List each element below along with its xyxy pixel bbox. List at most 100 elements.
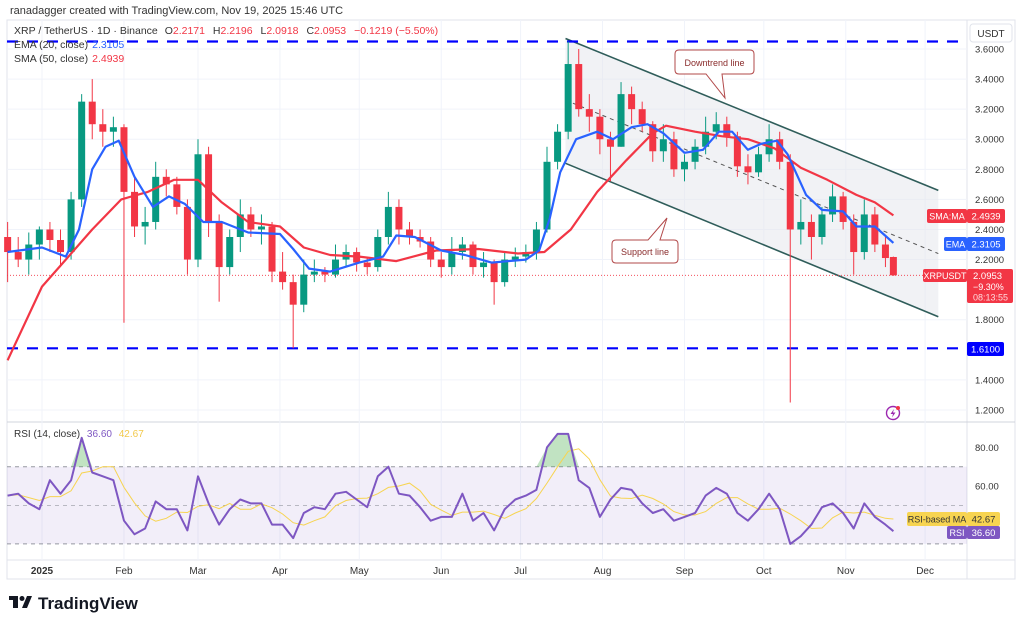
candle[interactable]	[680, 154, 688, 182]
candle-body	[596, 116, 604, 140]
candle[interactable]	[99, 109, 107, 147]
time-tick-label: Sep	[676, 566, 694, 577]
candle[interactable]	[57, 229, 65, 268]
candle-body	[67, 199, 75, 253]
candle-body	[14, 252, 22, 260]
candle-body	[723, 124, 731, 137]
candle[interactable]	[321, 267, 329, 283]
candle[interactable]	[881, 237, 889, 268]
candle[interactable]	[141, 206, 149, 245]
candle[interactable]	[501, 252, 509, 287]
candle[interactable]	[691, 139, 699, 170]
downtrend-callout[interactable]: Downtrend line	[674, 49, 755, 100]
sma50-line[interactable]	[6, 124, 895, 361]
symbol-legend[interactable]: XRP / TetherUS · 1D · Binance O2.2171 H2…	[14, 25, 438, 65]
rsi-line[interactable]	[7, 432, 895, 545]
candle[interactable]	[279, 252, 287, 290]
candle[interactable]	[395, 199, 403, 245]
candle[interactable]	[131, 176, 139, 237]
rsi-axis[interactable]: 80.00 60.00	[975, 443, 999, 493]
currency-button[interactable]: USDT	[969, 23, 1013, 43]
candle[interactable]	[889, 256, 897, 276]
candle[interactable]	[585, 94, 593, 132]
price-tick-label: 2.8000	[975, 165, 1004, 176]
candle[interactable]	[437, 252, 445, 278]
candle[interactable]	[310, 259, 318, 283]
time-axis[interactable]: 2025 Feb Mar Apr May Jun Jul Aug Sep Oct Nov Dec	[31, 566, 934, 577]
price-tick-label: 3.4000	[975, 75, 1004, 86]
candle[interactable]	[374, 229, 382, 272]
descending-channel[interactable]	[565, 37, 939, 318]
candle[interactable]	[289, 274, 297, 349]
candle[interactable]	[744, 154, 752, 185]
downtrend-line[interactable]	[565, 37, 939, 192]
candle[interactable]	[575, 49, 583, 117]
candle[interactable]	[659, 124, 667, 162]
candle[interactable]	[818, 206, 826, 245]
rsi-pane[interactable]	[7, 432, 967, 545]
candle[interactable]	[480, 252, 488, 278]
candle[interactable]	[25, 232, 33, 275]
candle[interactable]	[109, 116, 117, 147]
candle[interactable]	[120, 124, 128, 323]
candle[interactable]	[638, 101, 646, 132]
candle[interactable]	[807, 214, 815, 260]
candle[interactable]	[670, 131, 678, 177]
candle[interactable]	[406, 221, 414, 245]
candle[interactable]	[78, 94, 86, 207]
candle[interactable]	[215, 214, 223, 302]
candle[interactable]	[67, 191, 75, 260]
candle[interactable]	[786, 154, 794, 403]
lightning-alert-icon[interactable]	[885, 405, 901, 421]
candle[interactable]	[173, 176, 181, 215]
candle[interactable]	[871, 206, 879, 253]
candle[interactable]	[596, 109, 604, 155]
support-label: Support line	[621, 247, 669, 257]
price-axis[interactable]: 3.6000 3.4000 3.2000 3.0000 2.8000 2.6000 2.40…	[975, 45, 1004, 417]
price-pane[interactable]	[4, 41, 967, 403]
support-callout[interactable]: Support line	[611, 217, 679, 264]
candle[interactable]	[331, 244, 339, 278]
candle[interactable]	[628, 86, 636, 125]
tradingview-logo[interactable]: TradingView	[9, 594, 139, 613]
candle-body	[173, 184, 181, 207]
time-tick-label: May	[350, 566, 369, 577]
candle[interactable]	[554, 124, 562, 170]
candle[interactable]	[384, 191, 392, 245]
support-line[interactable]	[565, 162, 939, 318]
candle[interactable]	[606, 131, 614, 182]
channel-midline[interactable]	[565, 99, 939, 255]
candle[interactable]	[448, 237, 456, 275]
candle[interactable]	[226, 229, 234, 275]
candle[interactable]	[564, 41, 572, 140]
candle[interactable]	[300, 259, 308, 313]
candle[interactable]	[35, 226, 43, 260]
candle[interactable]	[511, 247, 519, 268]
candle[interactable]	[458, 237, 466, 260]
candle[interactable]	[152, 161, 160, 230]
candle-body	[300, 274, 308, 305]
ema20-line[interactable]	[7, 123, 895, 273]
candle[interactable]	[46, 221, 54, 253]
candle[interactable]	[829, 184, 837, 222]
candle[interactable]	[755, 146, 763, 177]
candle[interactable]	[88, 79, 96, 140]
candle-body	[257, 226, 265, 230]
candle[interactable]	[183, 199, 191, 275]
candle[interactable]	[236, 199, 244, 253]
candle[interactable]	[617, 82, 625, 147]
candle[interactable]	[797, 199, 805, 245]
candle[interactable]	[194, 139, 202, 268]
candle[interactable]	[14, 237, 22, 268]
candle[interactable]	[860, 199, 868, 260]
candle[interactable]	[257, 214, 265, 245]
sma-legend: SMA (50, close) 2.4939	[14, 53, 124, 65]
horizontal-levels[interactable]	[7, 40, 967, 350]
candle[interactable]	[776, 131, 784, 170]
candle[interactable]	[490, 259, 498, 305]
candle[interactable]	[543, 146, 551, 233]
candle[interactable]	[268, 221, 276, 283]
svg-text:EMA: EMA	[946, 240, 966, 250]
candle-body	[162, 176, 170, 185]
